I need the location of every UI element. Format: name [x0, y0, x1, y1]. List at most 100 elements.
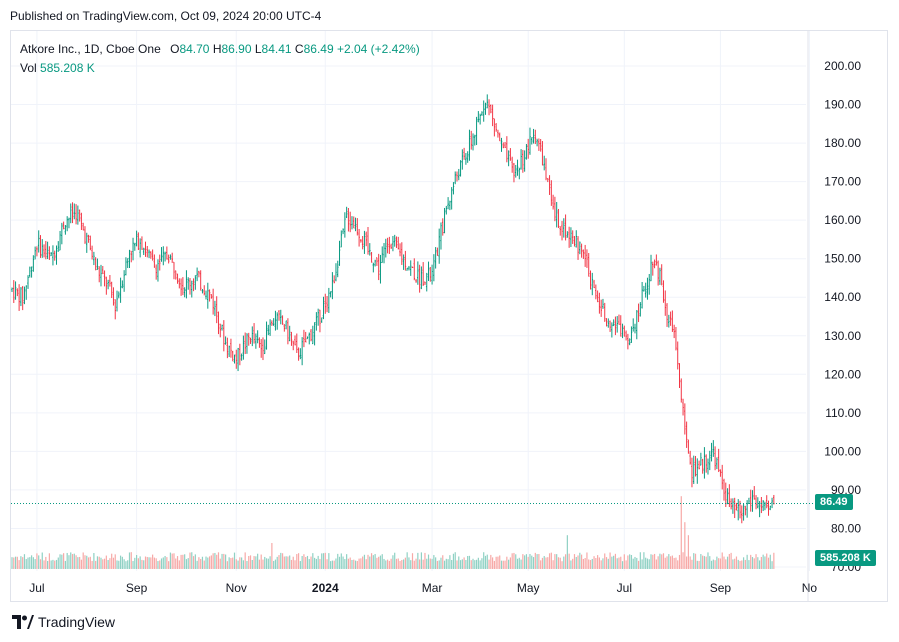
volume-bar	[370, 553, 373, 569]
volume-bar	[630, 554, 633, 569]
volume-bar	[479, 560, 481, 569]
volume-bar	[646, 558, 649, 569]
volume-bar	[623, 554, 625, 569]
volume-bar	[127, 560, 129, 569]
volume-bar	[150, 557, 152, 569]
x-tick-label: Jul	[617, 581, 632, 595]
volume-bar	[159, 560, 161, 569]
volume-bar	[675, 557, 677, 569]
volume-bar	[216, 554, 218, 569]
volume-bar	[413, 560, 415, 569]
footer-brand[interactable]: TradingView	[12, 614, 115, 630]
volume-bar	[461, 559, 463, 569]
volume-bar	[312, 553, 314, 569]
volume-bar	[36, 553, 38, 569]
volume-bar	[378, 556, 380, 569]
volume-bar	[730, 552, 732, 569]
volume-bar	[176, 556, 179, 569]
volume-bar	[500, 560, 503, 569]
ohlc-row: Atkore Inc., 1D, Cboe One O84.70 H86.90 …	[20, 40, 420, 59]
volume-bar	[89, 556, 91, 569]
volume-bar	[662, 553, 665, 569]
volume-bar	[322, 553, 325, 569]
volume-bar	[541, 557, 544, 569]
volume-bar	[66, 552, 68, 569]
volume-bar	[655, 559, 657, 569]
volume-bar	[486, 554, 488, 569]
volume-bar	[613, 555, 615, 569]
volume-bar	[602, 558, 604, 569]
volume-bar	[175, 558, 177, 569]
volume-bar	[107, 560, 109, 569]
volume-bar	[632, 558, 634, 569]
volume-bar	[470, 560, 472, 569]
tradingview-logo-icon	[12, 615, 34, 629]
y-tick-label: 90.00	[831, 483, 861, 497]
volume-bar	[680, 496, 682, 569]
volume-bar	[171, 553, 173, 569]
volume-bar	[511, 553, 513, 569]
volume-bar	[597, 555, 599, 569]
volume-bar	[582, 558, 584, 569]
volume-bar	[718, 558, 720, 569]
volume-bar	[29, 557, 31, 569]
volume-bar	[431, 558, 433, 569]
volume-bar	[198, 557, 200, 569]
volume-bar	[287, 556, 289, 569]
chart-legend: Atkore Inc., 1D, Cboe One O84.70 H86.90 …	[20, 40, 420, 78]
price-chart[interactable]: 200.00 190.00 180.00 170.00 160.00 150.00 140.…	[11, 31, 887, 601]
volume-bar	[531, 555, 533, 569]
volume-bar	[723, 556, 725, 569]
volume-bar	[39, 559, 42, 569]
volume-bar	[538, 554, 540, 569]
volume-bar	[296, 554, 298, 569]
volume-bar	[773, 552, 775, 569]
volume-bar	[650, 554, 652, 569]
volume-bar	[415, 558, 417, 569]
volume-bar	[410, 560, 412, 569]
volume-bar	[762, 554, 764, 569]
volume-bar	[169, 552, 172, 569]
volume-bar	[30, 555, 33, 569]
volume-bar	[525, 554, 528, 569]
volume-bar	[351, 559, 353, 569]
volume-bar	[673, 557, 675, 569]
volume-bar	[394, 552, 396, 569]
y-tick-label: 100.00	[824, 444, 861, 458]
volume-bar	[201, 556, 204, 569]
volume-bar	[440, 557, 442, 569]
volume-bar	[125, 561, 127, 569]
volume-bar	[180, 554, 182, 569]
volume-bar	[600, 560, 602, 569]
volume-bar	[184, 554, 186, 569]
volume-bar	[280, 552, 282, 569]
volume-bar	[643, 552, 645, 569]
volume-bar	[134, 557, 136, 569]
volume-bar	[86, 555, 88, 569]
volume-bar	[141, 559, 143, 569]
volume-bar	[253, 556, 255, 569]
volume-bar	[164, 555, 166, 569]
volume-bar	[305, 557, 307, 569]
volume-bar	[18, 560, 20, 569]
volume-bar	[271, 543, 273, 569]
volume-bar	[248, 556, 250, 569]
volume-bar	[225, 554, 227, 569]
volume-bar	[11, 557, 13, 569]
volume-bar	[41, 552, 43, 569]
y-tick-label: 150.00	[824, 252, 861, 266]
volume-bar	[540, 560, 542, 569]
volume-bar	[520, 559, 522, 569]
volume-bar	[194, 554, 196, 569]
volume-bar	[75, 555, 77, 569]
volume-bar	[185, 559, 188, 569]
y-tick-label: 160.00	[824, 213, 861, 227]
volume-bar	[477, 557, 479, 569]
volume-bar	[123, 559, 125, 569]
volume-bar	[443, 560, 446, 569]
volume-bar	[554, 554, 556, 569]
volume-bar	[112, 557, 115, 569]
volume-bar	[417, 552, 419, 569]
volume-bar	[581, 554, 583, 569]
volume-bar	[146, 556, 148, 569]
